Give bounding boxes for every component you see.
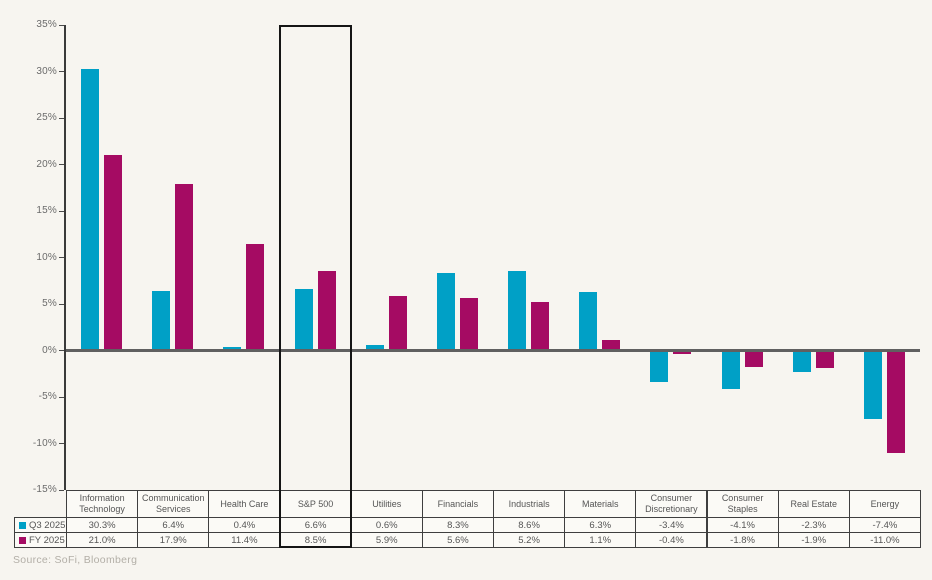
table-value-q3-2025-consumer-discretionary: -3.4%: [635, 517, 708, 533]
legend-swatch-q3-2025: [19, 521, 26, 529]
bar-q3-2025-financials: [436, 273, 455, 351]
bar-q3-2025-consumer-staples: [721, 350, 740, 389]
table-header-utilities: Utilities: [350, 490, 423, 518]
y-tick-label--15: -15%: [32, 484, 57, 495]
bar-fy-2025-energy: [886, 350, 905, 453]
table-value-q3-2025-financials: 8.3%: [421, 517, 494, 533]
legend-swatch-fy-2025: [19, 536, 26, 544]
bar-q3-2025-communication-services: [152, 290, 171, 351]
table-value-q3-2025-information-technology: 30.3%: [66, 517, 139, 533]
y-tick-10: [59, 257, 64, 258]
y-tick-label-25: 25%: [36, 112, 57, 123]
table-header-health-care: Health Care: [208, 490, 281, 518]
y-tick--10: [59, 443, 64, 444]
legend-q3-2025: Q3 2025: [14, 517, 67, 533]
bar-fy-2025-materials: [602, 340, 621, 351]
bar-q3-2025-materials: [579, 291, 598, 351]
table-header-communication-services: Communication Services: [137, 490, 210, 518]
y-tick-label-35: 35%: [36, 19, 57, 30]
source-note: Source: SoFi, Bloomberg: [13, 554, 138, 566]
y-tick--5: [59, 396, 64, 398]
table-value-q3-2025-communication-services: 6.4%: [137, 517, 210, 533]
y-tick-label-30: 30%: [36, 65, 57, 77]
table-value-fy-2025-s-p-500: 8.5%: [279, 532, 352, 548]
bar-fy-2025-information-technology: [104, 155, 123, 351]
table-value-q3-2025-materials: 6.3%: [564, 517, 637, 533]
table-value-q3-2025-real-estate: -2.3%: [777, 517, 850, 533]
y-tick-20: [59, 164, 64, 165]
bar-fy-2025-financials: [459, 298, 478, 351]
table-value-fy-2025-industrials: 5.2%: [493, 532, 566, 548]
bar-q3-2025-energy: [863, 350, 882, 420]
y-tick-25: [59, 117, 64, 119]
y-tick-label-0: 0%: [42, 344, 57, 356]
table-value-q3-2025-industrials: 8.6%: [493, 517, 566, 533]
table-header-real-estate: Real Estate: [777, 490, 850, 518]
y-tick--15: [59, 489, 64, 491]
bar-fy-2025-real-estate: [815, 350, 834, 369]
legend-fy-2025: FY 2025: [14, 532, 67, 548]
table-value-q3-2025-energy: -7.4%: [848, 517, 921, 533]
bar-q3-2025-real-estate: [792, 350, 811, 372]
y-tick-label--5: -5%: [38, 391, 57, 402]
table-value-fy-2025-materials: 1.1%: [564, 532, 637, 548]
y-tick-0: [59, 350, 64, 351]
bar-fy-2025-communication-services: [175, 184, 194, 351]
table-value-fy-2025-energy: -11.0%: [848, 532, 921, 548]
bar-q3-2025-information-technology: [81, 68, 100, 351]
bar-fy-2025-consumer-discretionary: [673, 350, 692, 355]
y-tick-35: [59, 24, 64, 26]
table-value-fy-2025-information-technology: 21.0%: [66, 532, 139, 548]
bar-q3-2025-health-care: [223, 346, 242, 351]
table-header-financials: Financials: [421, 490, 494, 518]
table-value-fy-2025-financials: 5.6%: [421, 532, 494, 548]
table-header-industrials: Industrials: [493, 490, 566, 518]
table-header-materials: Materials: [564, 490, 637, 518]
table-value-fy-2025-communication-services: 17.9%: [137, 532, 210, 548]
bar-q3-2025-s-p-500: [294, 289, 313, 351]
table-value-q3-2025-utilities: 0.6%: [350, 517, 423, 533]
legend-label-q3-2025: Q3 2025: [29, 519, 66, 531]
bar-fy-2025-health-care: [246, 244, 265, 351]
y-tick-label-20: 20%: [36, 158, 57, 170]
table-value-fy-2025-real-estate: -1.9%: [777, 532, 850, 548]
bar-fy-2025-consumer-staples: [744, 350, 763, 368]
table-header-energy: Energy: [848, 490, 921, 518]
table-value-fy-2025-consumer-discretionary: -0.4%: [635, 532, 708, 548]
y-tick-30: [59, 71, 64, 72]
table-value-q3-2025-health-care: 0.4%: [208, 517, 281, 533]
bar-q3-2025-consumer-discretionary: [650, 350, 669, 383]
bar-fy-2025-s-p-500: [317, 271, 336, 351]
y-tick-label--10: -10%: [32, 437, 57, 449]
bar-fy-2025-industrials: [531, 302, 550, 351]
y-tick-label-5: 5%: [42, 298, 57, 309]
table-value-fy-2025-utilities: 5.9%: [350, 532, 423, 548]
bar-q3-2025-utilities: [365, 344, 384, 351]
table-value-q3-2025-consumer-staples: -4.1%: [706, 517, 779, 533]
zero-baseline: [66, 349, 920, 352]
y-tick-5: [59, 303, 64, 305]
y-tick-label-10: 10%: [36, 251, 57, 263]
bar-fy-2025-utilities: [388, 295, 407, 351]
table-value-fy-2025-consumer-staples: -1.8%: [706, 532, 779, 548]
bar-q3-2025-industrials: [508, 270, 527, 351]
legend-label-fy-2025: FY 2025: [29, 534, 65, 546]
sp500-highlight-box: [279, 25, 353, 548]
table-header-consumer-discretionary: Consumer Discretionary: [635, 490, 708, 518]
table-header-consumer-staples: Consumer Staples: [706, 490, 779, 518]
table-header-s-p-500: S&P 500: [279, 490, 352, 518]
y-axis-line: [64, 25, 66, 490]
table-value-fy-2025-health-care: 11.4%: [208, 532, 281, 548]
table-value-q3-2025-s-p-500: 6.6%: [279, 517, 352, 533]
table-header-information-technology: Information Technology: [66, 490, 139, 518]
y-tick-label-15: 15%: [36, 205, 57, 216]
y-tick-15: [59, 210, 64, 212]
